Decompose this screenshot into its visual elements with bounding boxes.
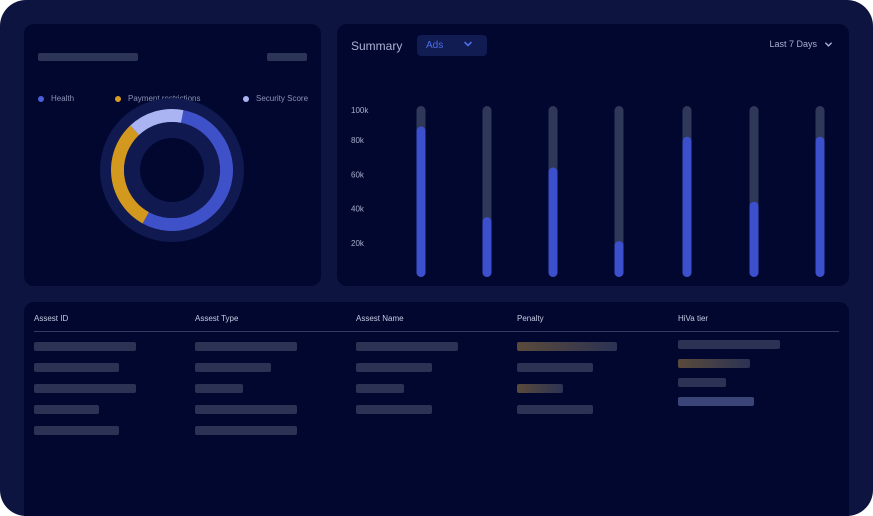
table-cell-placeholder xyxy=(517,384,563,393)
legend-label: Security Score xyxy=(256,94,309,103)
bar-track xyxy=(614,106,624,277)
table-cell-placeholder xyxy=(195,384,243,393)
ads-filter-value: Ads xyxy=(426,40,444,51)
table-cell-placeholder xyxy=(34,363,119,372)
y-tick-label: 80k xyxy=(351,136,365,145)
legend-item-health: Health xyxy=(38,94,74,103)
column-header-asset-id[interactable]: Assest ID xyxy=(34,314,69,323)
chevron-down-icon xyxy=(464,41,472,47)
column-header-penalty[interactable]: Penalty xyxy=(517,314,544,323)
card-action-placeholder xyxy=(267,53,307,61)
table-cell-placeholder xyxy=(678,340,780,349)
bar-sept-16[interactable] xyxy=(815,136,825,277)
summary-bar-chart: 100k80k60k40k20kSept 10Sept 11Sept 12Sep… xyxy=(351,106,825,277)
donut-segment-health[interactable] xyxy=(142,110,234,232)
bar-sept-10[interactable] xyxy=(416,126,426,277)
table-cell-placeholder xyxy=(356,384,404,393)
table-cell-placeholder xyxy=(517,342,617,351)
table-cell-placeholder xyxy=(678,359,750,368)
bar-sept-14[interactable] xyxy=(682,136,692,277)
table-cell-placeholder xyxy=(678,378,726,387)
donut-segment-security-score[interactable] xyxy=(130,109,184,136)
legend-dot-icon xyxy=(243,95,249,102)
table-cell-placeholder xyxy=(678,397,754,406)
table-cell-placeholder xyxy=(517,363,593,372)
table-cell-placeholder xyxy=(195,342,297,351)
y-tick-label: 20k xyxy=(351,239,365,248)
table-cell-placeholder xyxy=(356,342,458,351)
table-cell-placeholder xyxy=(195,363,271,372)
legend-dot-icon xyxy=(115,95,121,102)
date-range-dropdown[interactable]: Last 7 Days xyxy=(769,39,833,49)
legend-label: Health xyxy=(51,94,75,103)
column-header-hiva-tier[interactable]: HiVa tier xyxy=(678,314,709,323)
summary-chart-card: Summary Ads Last 7 Days 100k 80k 60k 40k 20k… xyxy=(337,24,849,286)
card-title-placeholder xyxy=(38,53,138,61)
bar-sept-15[interactable] xyxy=(749,201,759,277)
table-cell-placeholder xyxy=(34,426,119,435)
table-cell-placeholder xyxy=(34,342,136,351)
donut-chart xyxy=(100,98,244,242)
bar-sept-11[interactable] xyxy=(482,217,492,277)
ads-filter-dropdown[interactable]: Ads xyxy=(417,35,487,56)
table-cell-placeholder xyxy=(34,384,136,393)
table-cell-placeholder xyxy=(356,363,432,372)
asset-table-card: Assest ID Assest Type Assest Name Penalt… xyxy=(24,302,849,516)
summary-title: Summary xyxy=(351,39,403,53)
y-tick-label: 100k xyxy=(351,106,369,115)
table-cell-placeholder xyxy=(34,405,99,414)
table-cell-placeholder xyxy=(195,405,297,414)
table-cell-placeholder xyxy=(517,405,593,414)
table-cell-placeholder xyxy=(195,426,297,435)
y-tick-label: 60k xyxy=(351,170,365,179)
bar-sept-13[interactable] xyxy=(614,241,624,277)
bar-sept-12[interactable] xyxy=(548,167,558,277)
table-header-divider xyxy=(34,331,839,332)
risk-overview-card: Health Payment restrictions Security Sco… xyxy=(24,24,321,286)
chevron-down-icon xyxy=(825,41,832,47)
legend-item-security-score: Security Score xyxy=(243,94,308,103)
legend-dot-icon xyxy=(38,95,44,102)
table-cell-placeholder xyxy=(356,405,432,414)
date-range-value: Last 7 Days xyxy=(769,39,817,49)
donut-center xyxy=(140,138,204,202)
column-header-asset-name[interactable]: Assest Name xyxy=(356,314,404,323)
y-tick-label: 40k xyxy=(351,205,365,214)
donut-segment-payment-restrictions[interactable] xyxy=(111,125,149,224)
column-header-asset-type[interactable]: Assest Type xyxy=(195,314,239,323)
